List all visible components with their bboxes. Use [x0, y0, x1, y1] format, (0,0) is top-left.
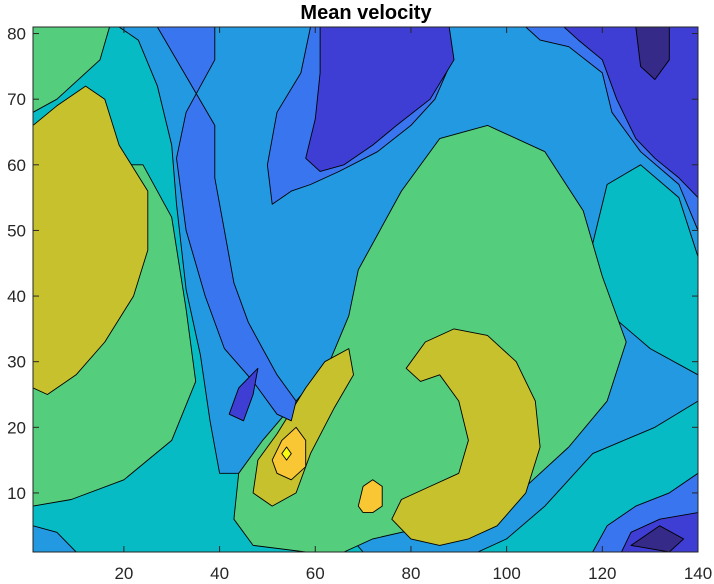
contour-region-level-1	[630, 525, 685, 552]
x-tick-label: 100	[492, 564, 520, 583]
contour-region-level-2	[228, 367, 259, 422]
contour-region-level-9	[281, 446, 292, 461]
y-tick-label: 40	[7, 287, 26, 306]
contour-region-level-7	[33, 85, 149, 395]
y-axis: 10 20 30 40 50 60 70 80	[7, 25, 698, 503]
y-tick-label: 80	[7, 25, 26, 44]
y-tick-label: 50	[7, 221, 26, 240]
contour-region-level-3	[156, 27, 297, 422]
x-axis: 20 40 60 80 100 120 140	[114, 27, 712, 583]
y-tick-label: 70	[7, 90, 26, 109]
y-tick-label: 30	[7, 353, 26, 372]
plot-frame	[32, 26, 699, 553]
y-tick-label: 10	[7, 484, 26, 503]
contour-region-level-4	[33, 525, 77, 552]
x-tick-label: 80	[401, 564, 420, 583]
contour-region-level-7	[391, 328, 541, 546]
x-tick-label: 40	[210, 564, 229, 583]
x-tick-label: 20	[114, 564, 133, 583]
x-tick-label: 140	[684, 564, 712, 583]
x-tick-label: 60	[306, 564, 325, 583]
contour-regions	[33, 27, 698, 552]
contour-region-level-8	[357, 479, 383, 514]
y-tick-label: 20	[7, 418, 26, 437]
contour-region-level-2	[305, 27, 455, 172]
chart-title: Mean velocity	[300, 2, 432, 24]
x-tick-label: 120	[588, 564, 616, 583]
y-tick-label: 60	[7, 156, 26, 175]
contour-region-level-6	[33, 27, 110, 113]
contour-region-level-2	[563, 27, 698, 199]
contour-region-level-1	[635, 27, 670, 80]
